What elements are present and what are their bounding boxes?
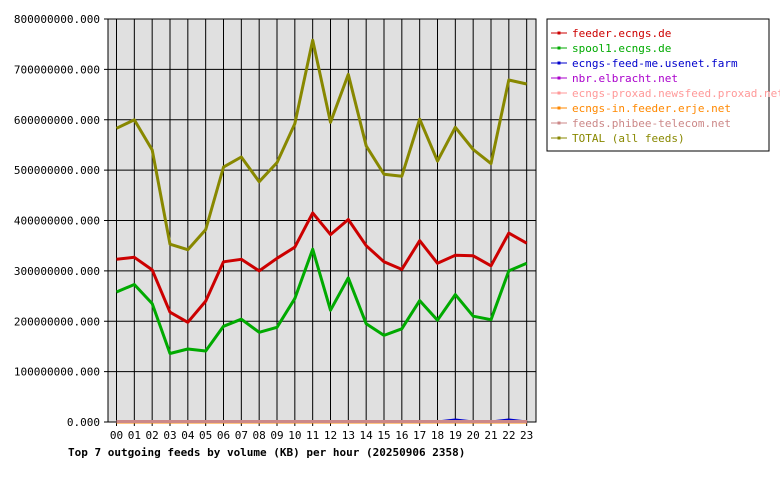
x-tick-label: 14 [360,429,374,442]
y-tick-label: 700000000.000 [14,63,100,76]
legend-label: ecngs-proxad.newsfeed.proxad.net [572,87,780,100]
x-tick-label: 23 [520,429,533,442]
series-lines [115,38,528,424]
x-tick-label: 11 [306,429,319,442]
y-tick-label: 200000000.000 [14,315,100,328]
y-tick-label: 600000000.000 [14,114,100,127]
x-tick-label: 08 [253,429,266,442]
grid [108,19,536,422]
legend-label: feeder.ecngs.de [572,27,671,40]
legend-label: TOTAL (all feeds) [572,132,685,145]
legend-label: ecngs-in.feeder.erje.net [572,102,731,115]
x-tick-label: 18 [431,429,444,442]
x-tick-label: 03 [163,429,176,442]
legend-marker [557,46,561,50]
series-line [116,211,528,324]
legend-label: spool1.ecngs.de [572,42,671,55]
x-tick-label: 02 [146,429,159,442]
chart-title: Top 7 outgoing feeds by volume (KB) per … [68,446,465,459]
series-line [115,38,528,252]
x-tick-label: 12 [324,429,337,442]
legend-label: feeds.phibee-telecom.net [572,117,731,130]
y-tick-label: 400000000.000 [14,215,100,228]
legend-box [546,18,770,152]
x-tick-label: 01 [128,429,141,442]
legend-marker [557,106,561,110]
x-tick-label: 07 [235,429,248,442]
x-tick-label: 05 [199,429,212,442]
legend-marker [557,76,561,80]
legend-label: ecngs-feed-me.usenet.farm [572,57,738,70]
legend-marker [557,121,561,125]
x-tick-label: 16 [395,429,408,442]
legend-marker [557,91,561,95]
legend: feeder.ecngs.de spool1.ecngs.de ecngs-feed… [546,18,780,152]
x-tick-label: 20 [467,429,480,442]
x-tick-label: 15 [377,429,390,442]
x-tick-label: 09 [270,429,283,442]
x-tick-label: 06 [217,429,230,442]
legend-marker [557,31,561,35]
x-axis: 00 01 02 03 04 05 06 07 08 09 10 11 12 13 14 15 16 17 18 19… [110,422,533,442]
y-tick-label: 800000000.000 [14,13,100,26]
y-tick-label: 100000000.000 [14,366,100,379]
legend-label: nbr.elbracht.net [572,72,678,85]
x-tick-label: 19 [449,429,462,442]
legend-marker [557,136,561,140]
y-tick-label: 0.000 [67,416,100,429]
y-tick-label: 500000000.000 [14,164,100,177]
x-tick-label: 17 [413,429,426,442]
x-tick-label: 13 [342,429,355,442]
y-axis: 0.000 100000000.000 200000000.000 300000000… [14,13,108,429]
y-tick-label: 300000000.000 [14,265,100,278]
legend-marker [557,61,561,65]
x-tick-label: 21 [484,429,497,442]
x-tick-label: 00 [110,429,123,442]
x-tick-label: 22 [502,429,515,442]
series-line [115,247,528,355]
x-tick-label: 10 [288,429,301,442]
x-tick-label: 04 [181,429,195,442]
